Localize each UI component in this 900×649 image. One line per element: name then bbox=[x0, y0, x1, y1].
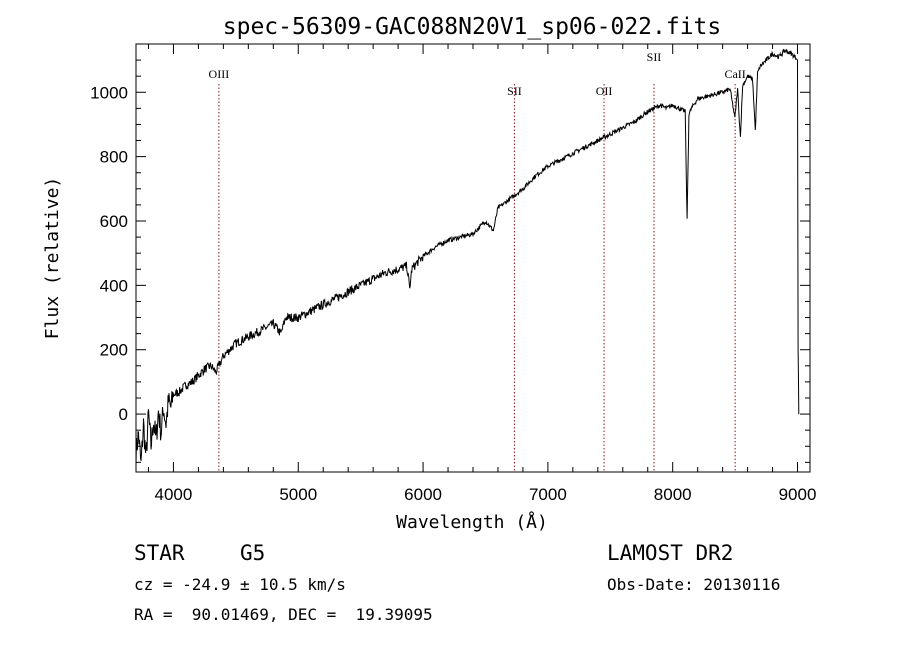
y-tick-label: 200 bbox=[100, 341, 128, 360]
x-axis: 4000 5000 6000 7000 8000 9000 bbox=[147, 44, 817, 504]
x-tick-label: 5000 bbox=[279, 485, 317, 504]
x-tick-label: 6000 bbox=[404, 485, 442, 504]
x-tick-label: 8000 bbox=[654, 485, 692, 504]
line-markers: OIII SII OII SII CaII bbox=[209, 50, 746, 472]
observation-date: Obs-Date: 20130116 bbox=[607, 575, 780, 594]
marker-label: OIII bbox=[209, 67, 230, 81]
marker-label: OII bbox=[596, 84, 613, 98]
y-axis: 0 200 400 600 800 1000 bbox=[90, 59, 810, 463]
info-block: STAR G5 LAMOST DR2 cz = -24.9 ± 10.5 km/… bbox=[134, 541, 780, 624]
marker-label: CaII bbox=[724, 67, 745, 81]
marker-label: SII bbox=[507, 84, 522, 98]
y-tick-label: 0 bbox=[119, 405, 128, 424]
x-axis-label: Wavelength (Å) bbox=[396, 511, 548, 533]
y-axis-label: Flux (relative) bbox=[42, 177, 63, 340]
y-tick-label: 1000 bbox=[90, 83, 128, 102]
y-tick-label: 800 bbox=[100, 148, 128, 167]
x-tick-label: 7000 bbox=[529, 485, 567, 504]
x-tick-label: 4000 bbox=[155, 485, 193, 504]
object-class: STAR bbox=[134, 541, 185, 565]
plot-frame bbox=[135, 43, 811, 473]
x-tick-label: 9000 bbox=[779, 485, 817, 504]
redshift-velocity: cz = -24.9 ± 10.5 km/s bbox=[134, 575, 346, 594]
object-subclass: G5 bbox=[240, 541, 265, 565]
chart-title: spec-56309-GAC088N20V1_sp06-022.fits bbox=[223, 14, 722, 40]
marker-label: SII bbox=[647, 50, 662, 64]
spectrum-line bbox=[135, 48, 800, 466]
y-tick-label: 400 bbox=[100, 276, 128, 295]
coordinates: RA = 90.01469, DEC = 19.39095 bbox=[134, 605, 433, 624]
y-tick-label: 600 bbox=[100, 212, 128, 231]
survey-name: LAMOST DR2 bbox=[607, 541, 733, 565]
